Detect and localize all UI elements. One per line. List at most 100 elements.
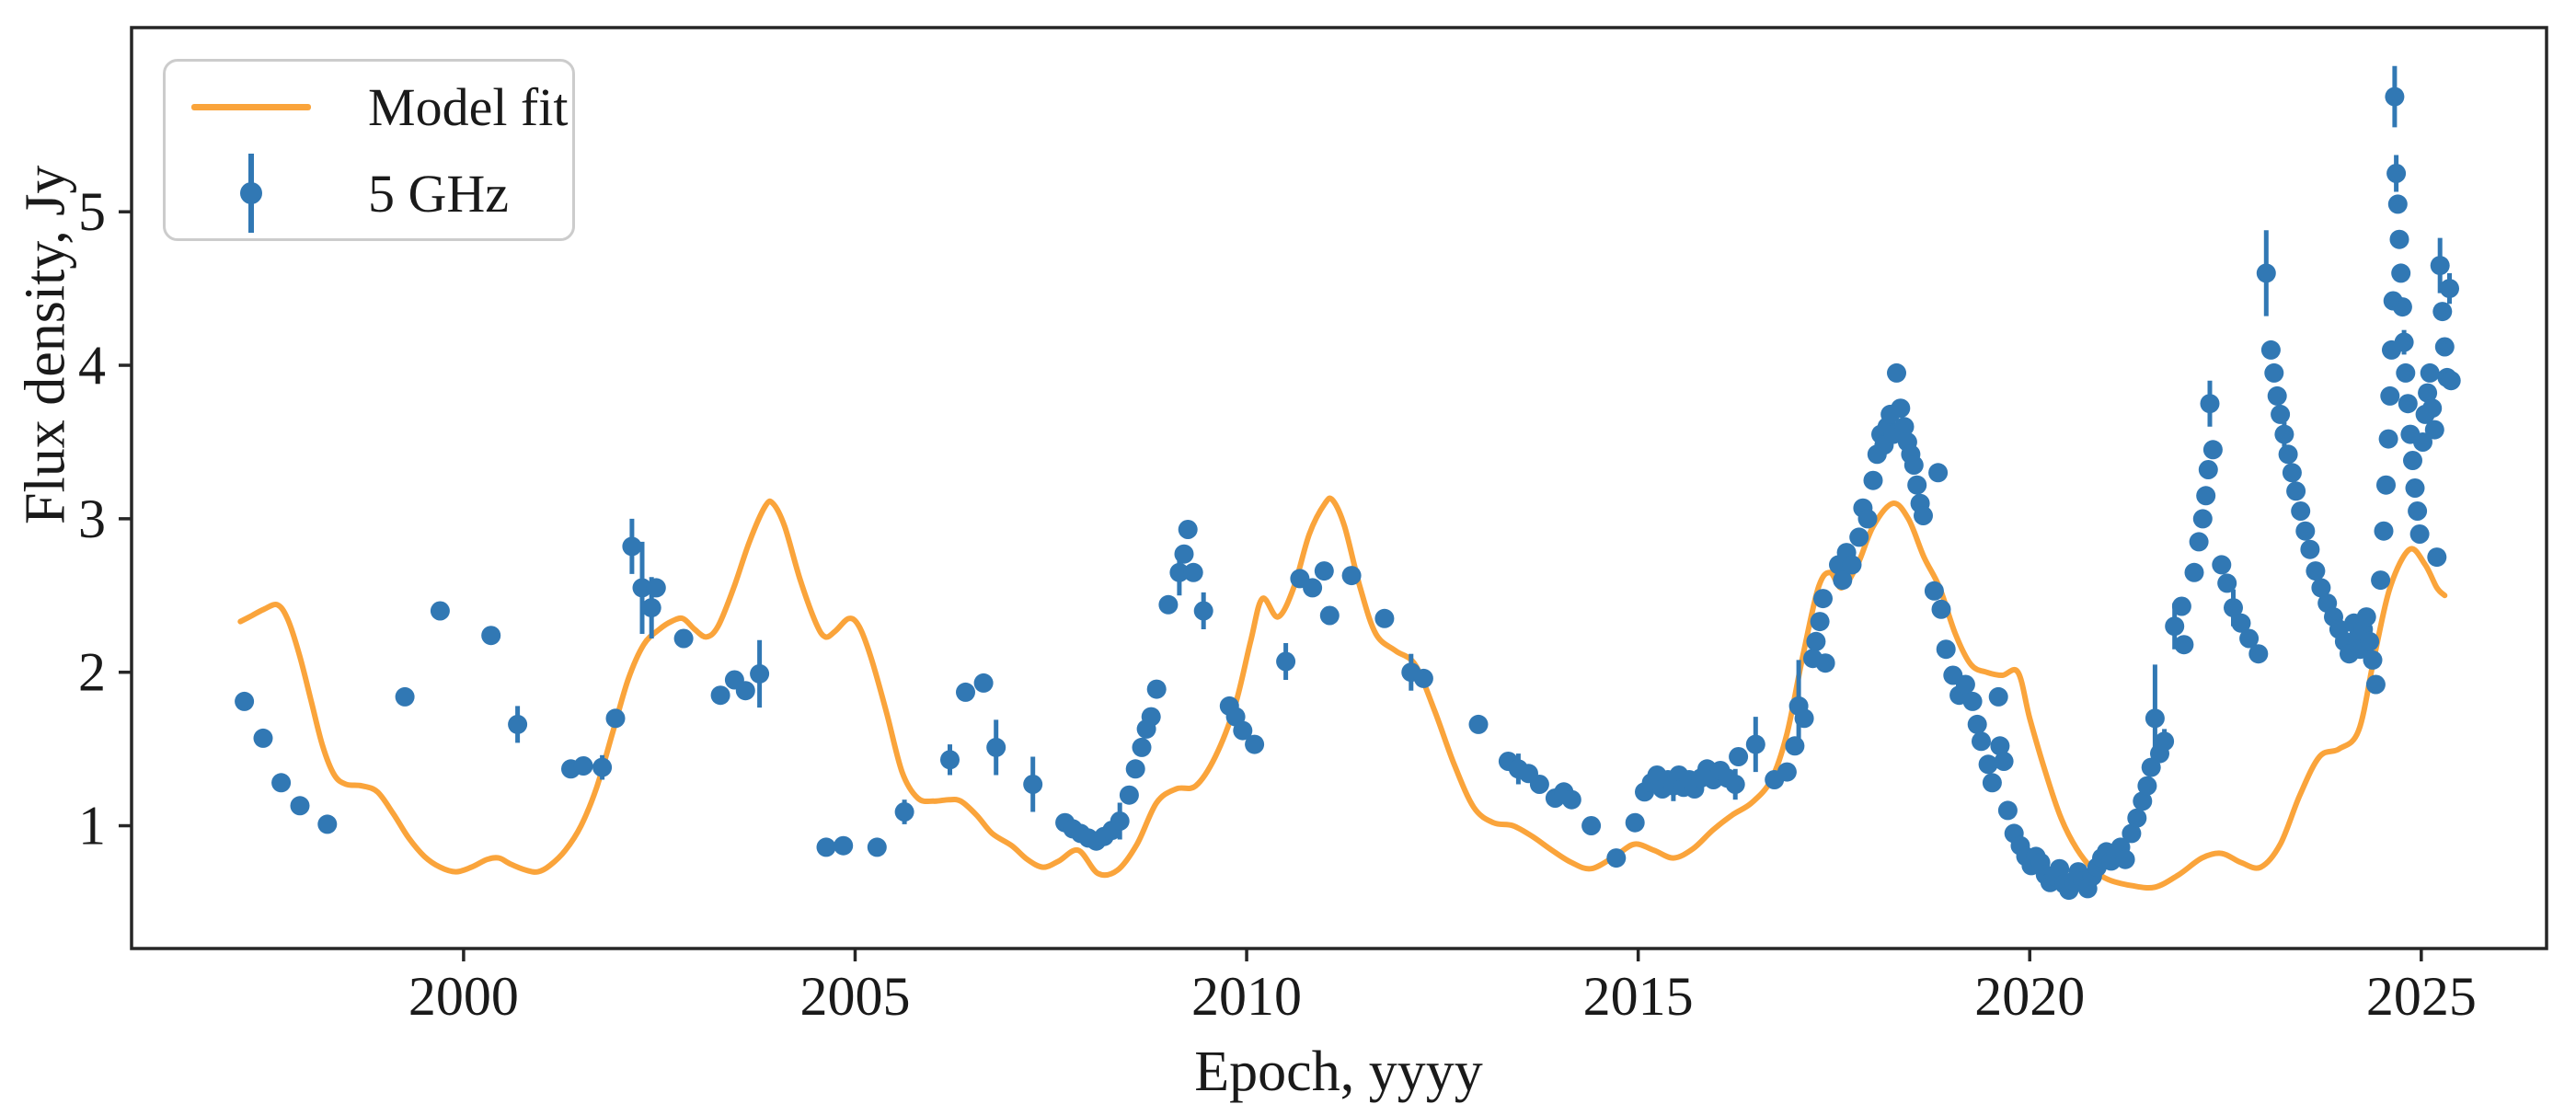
data-point: [430, 601, 450, 621]
data-point: [2434, 337, 2455, 357]
data-point: [641, 598, 661, 618]
data-point: [632, 578, 652, 598]
data-point: [1729, 747, 1749, 766]
data-point: [2239, 628, 2260, 649]
data-point: [1887, 362, 1906, 383]
data-point: [2200, 394, 2220, 414]
data-point: [1413, 668, 1433, 688]
data-point: [2424, 420, 2444, 440]
data-point: [573, 756, 593, 776]
data-point: [2174, 635, 2194, 655]
data-point: [2408, 501, 2428, 521]
data-point: [867, 837, 887, 857]
y-tick-label: 1: [78, 796, 106, 857]
data-point: [2184, 562, 2204, 582]
data-point: [1962, 691, 1983, 711]
data-point: [1374, 608, 1395, 628]
data-point: [1193, 601, 1213, 621]
x-tick-label: 2010: [1191, 966, 1302, 1027]
x-tick-label: 2000: [408, 966, 519, 1027]
data-point: [271, 773, 292, 793]
data-point: [2141, 757, 2161, 777]
data-point: [1169, 562, 1190, 582]
data-point: [2300, 539, 2320, 559]
x-tick-label: 2020: [1974, 966, 2085, 1027]
data-point: [2202, 440, 2223, 460]
data-point: [2422, 398, 2443, 419]
data-point: [2127, 808, 2147, 828]
data-point: [2432, 302, 2453, 322]
data-point: [1931, 599, 1951, 619]
data-point: [2264, 362, 2284, 383]
data-point: [1319, 605, 1340, 626]
data-point: [673, 628, 694, 649]
data-point: [622, 536, 642, 557]
data-point: [1903, 455, 1924, 475]
data-point: [2155, 731, 2175, 752]
data-point: [1928, 463, 1949, 483]
data-point: [395, 686, 415, 707]
data-point: [2380, 385, 2400, 406]
legend-label-5ghz: 5 GHz: [368, 163, 510, 224]
data-point: [2122, 823, 2142, 844]
data-point: [2274, 424, 2294, 444]
data-point: [986, 737, 1006, 757]
data-point: [2413, 432, 2432, 452]
data-point: [253, 728, 273, 748]
data-point: [2398, 394, 2418, 414]
data-point: [481, 626, 501, 646]
data-point: [2378, 429, 2398, 449]
data-point: [2295, 521, 2316, 541]
data-point: [1857, 509, 1878, 529]
model-fit-line: [237, 495, 2448, 891]
legend-errorbar-swatch: [191, 154, 311, 233]
data-point: [2387, 194, 2408, 214]
data-point: [2394, 332, 2414, 352]
data-point: [317, 814, 338, 834]
data-point: [2306, 561, 2326, 581]
x-tick-label: 2025: [2366, 966, 2477, 1027]
data-point: [592, 757, 613, 777]
data-point: [2374, 521, 2394, 541]
errorbar-point-icon: [240, 154, 262, 233]
legend: Model fit 5 GHz: [163, 59, 575, 241]
data-point: [1936, 639, 1956, 660]
data-point: [605, 708, 626, 729]
y-tick-label: 5: [78, 181, 106, 242]
data-point: [2133, 791, 2153, 811]
data-point: [1625, 812, 1645, 833]
data-point: [1561, 789, 1581, 810]
data-point: [1849, 527, 1869, 547]
plot-spine: [130, 26, 2548, 950]
data-point: [1815, 653, 1835, 673]
data-point: [1997, 800, 2018, 821]
data-point: [646, 578, 666, 598]
data-point: [1581, 816, 1602, 835]
data-point: [2427, 547, 2447, 568]
data-point: [2405, 478, 2425, 498]
data-point: [1341, 566, 1362, 586]
data-point: [2356, 607, 2376, 627]
data-point: [1978, 754, 1998, 775]
data-point: [1894, 417, 1915, 437]
y-tick-label: 4: [78, 335, 106, 396]
data-point: [1833, 570, 1853, 591]
data-point: [710, 685, 730, 706]
data-point: [1174, 544, 1194, 564]
data-point: [2260, 339, 2281, 360]
data-point: [1468, 714, 1489, 734]
y-tick-label: 3: [78, 489, 106, 549]
data-point: [1725, 775, 1745, 794]
data-point: [2189, 532, 2209, 552]
legend-item-model-fit: Model fit: [166, 65, 572, 148]
data-point: [2311, 578, 2331, 598]
legend-line-swatch: [191, 103, 311, 110]
data-point: [2391, 263, 2411, 283]
data-point: [1146, 679, 1167, 699]
data-point: [735, 681, 755, 701]
data-point: [1990, 736, 2010, 756]
data-point: [1914, 506, 1933, 525]
data-point: [1794, 708, 1814, 729]
data-point: [1314, 561, 1334, 581]
